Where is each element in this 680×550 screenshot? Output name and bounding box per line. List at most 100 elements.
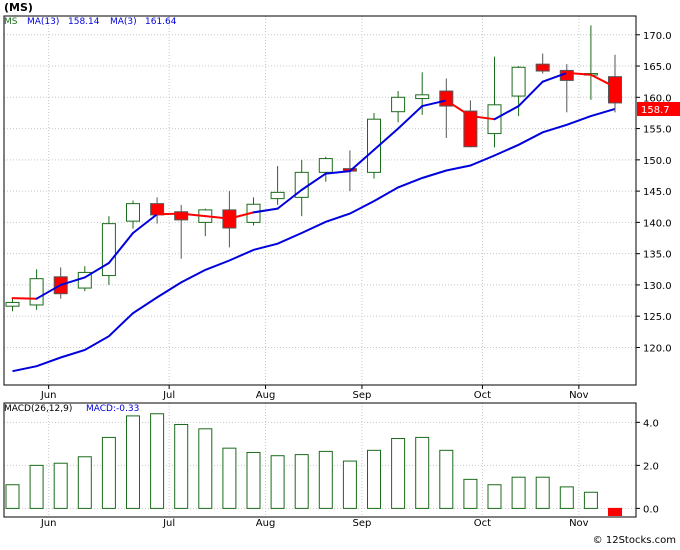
candle	[150, 197, 165, 224]
ma3-segment	[11, 297, 38, 300]
legend-ms: MS	[4, 17, 18, 27]
ma3-segment	[517, 80, 544, 108]
price-tick-label: 125.0	[643, 312, 672, 323]
candle	[535, 53, 550, 74]
price-tick-label: 150.0	[643, 156, 672, 167]
legend-ma13-label: MA(13)	[27, 17, 59, 27]
macd-month-label: Jun	[40, 518, 57, 529]
candle	[559, 64, 574, 113]
macd-bar	[246, 451, 261, 509]
macd-bar	[439, 449, 454, 509]
candle-body	[174, 211, 189, 221]
candle-body	[318, 158, 333, 173]
ma3-segment	[589, 73, 616, 89]
ma3-segment	[107, 232, 134, 265]
ma3-segment	[565, 71, 592, 76]
candle-body	[126, 203, 140, 222]
candle	[608, 54, 622, 113]
grid-layer	[4, 16, 636, 517]
legend-macd-label: MACD(26,12,9)	[4, 404, 72, 414]
ma3-segment	[180, 212, 207, 218]
macd-tick-label: 0.0	[643, 504, 659, 515]
price-month-label: Jul	[162, 390, 175, 401]
candle-body	[29, 278, 44, 306]
watermark: © 12Stocks.com	[593, 535, 676, 546]
macd-bar	[5, 484, 20, 509]
macd-bar	[559, 486, 574, 509]
ma3-segment	[83, 262, 110, 279]
macd-month-label: Jul	[162, 518, 175, 529]
legend-ma3-label: MA(3)	[110, 17, 137, 27]
price-tick-label: 160.0	[643, 93, 672, 104]
chart-title: (MS)	[4, 1, 33, 14]
macd-bar	[608, 507, 622, 516]
macd-bar	[101, 436, 116, 509]
macd-bar	[294, 454, 309, 509]
series-layer	[5, 25, 622, 516]
macd-month-label: Aug	[256, 518, 276, 529]
macd-bar	[29, 464, 44, 509]
ma3-segment	[300, 172, 327, 191]
ma3-segment	[132, 213, 159, 235]
last-price-tag: 158.7	[637, 102, 680, 116]
price-panel-frame	[3, 15, 637, 386]
ma3-segment	[35, 283, 62, 300]
ma3-segment	[421, 99, 448, 108]
ma3-segment	[204, 215, 231, 220]
macd-tick-label: 2.0	[643, 461, 659, 472]
candle	[583, 25, 598, 100]
price-tick-label: 165.0	[643, 62, 672, 73]
ma3-segment	[276, 188, 303, 210]
candle	[463, 100, 478, 148]
candle	[198, 208, 213, 237]
macd-bar	[150, 413, 165, 509]
price-month-label: Oct	[474, 390, 491, 401]
price-tick-label: 155.0	[643, 125, 672, 136]
candle-body	[5, 301, 20, 307]
price-tick-label: 140.0	[643, 218, 672, 229]
legend-ma3-value: 161.64	[145, 17, 177, 27]
macd-bar	[174, 424, 189, 509]
candle	[439, 78, 454, 138]
price-tick-label: 135.0	[643, 250, 672, 261]
legend-ma13-value: 158.14	[68, 17, 100, 27]
candle	[126, 200, 140, 229]
candle-body	[101, 223, 116, 277]
candle-body	[511, 66, 526, 97]
macd-bar	[511, 476, 526, 509]
candle-body	[463, 110, 478, 148]
axis-layer: 120.0 125.0 130.0 135.0 140.0 145.0 150.0 155.0…	[40, 31, 672, 529]
legend-macd-value: MACD:-0.33	[86, 404, 139, 414]
candle-body	[608, 76, 622, 104]
candle	[294, 159, 309, 217]
macd-bar	[391, 437, 406, 509]
ma3-segment	[493, 105, 520, 121]
macd-bar	[126, 415, 140, 509]
candle-body	[367, 118, 381, 173]
candle-body	[391, 96, 406, 113]
macd-bar	[222, 447, 237, 509]
ma3-segment	[324, 170, 351, 175]
candle	[270, 166, 285, 205]
ma3-segment	[156, 212, 183, 216]
macd-bar	[487, 484, 502, 509]
candle	[101, 216, 116, 285]
ma3-segment	[228, 211, 255, 220]
price-tick-label: 170.0	[643, 31, 672, 42]
macd-bar	[198, 428, 213, 509]
macd-bar	[270, 455, 285, 509]
price-tick-label: 145.0	[643, 187, 672, 198]
last-price-tag-box	[637, 102, 680, 116]
ma3-segment	[59, 276, 86, 286]
frame-layer	[3, 15, 637, 518]
ma3-segment	[252, 207, 279, 214]
candle	[367, 112, 381, 179]
ma3-segment	[541, 71, 568, 83]
price-month-label: Aug	[256, 390, 276, 401]
price-month-label: Jun	[40, 390, 57, 401]
ma3-segment	[348, 148, 375, 173]
candle-body	[270, 191, 285, 200]
macd-bar	[415, 436, 430, 509]
ma3-segment	[445, 99, 472, 118]
